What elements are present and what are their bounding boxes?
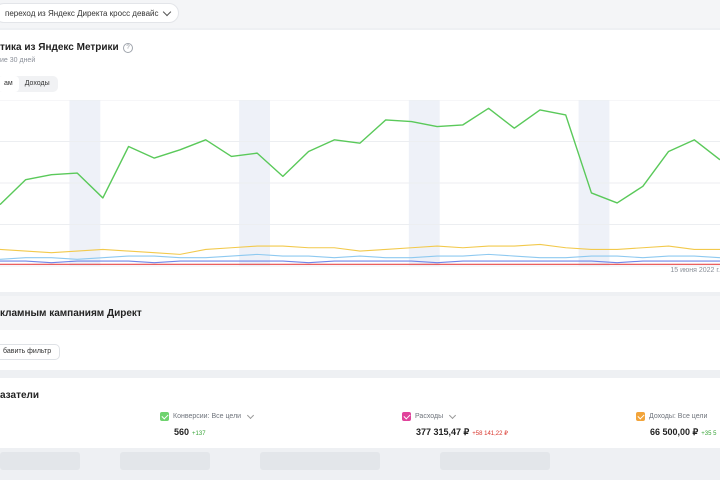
metrika-title: тика из Яндекс Метрики xyxy=(0,42,119,53)
chevron-down-icon xyxy=(162,7,171,16)
placeholder-block xyxy=(120,452,210,470)
kpi-value: 560 xyxy=(174,427,190,437)
checkbox-icon[interactable] xyxy=(636,411,645,421)
goal-selector[interactable]: переход из Яндекс Директа кросс девайс xyxy=(0,3,179,23)
metrika-tabs: ам Доходы xyxy=(0,76,58,92)
question-circle-icon[interactable]: ? xyxy=(123,43,133,53)
kpi-value: 377 315,47 ₽ xyxy=(416,427,470,437)
placeholder-block xyxy=(260,452,380,470)
filters-card: бавить фильтр xyxy=(0,330,720,370)
kpi-label: Доходы: Все цели xyxy=(649,413,708,420)
chevron-down-icon[interactable] xyxy=(449,411,457,419)
series-line-1 xyxy=(0,243,720,255)
kpi-value: 66 500,00 ₽ xyxy=(650,427,699,437)
checkbox-icon[interactable] xyxy=(160,411,169,421)
kpi-label: Расходы xyxy=(415,413,444,420)
chevron-down-icon[interactable] xyxy=(247,411,255,419)
series-line-3 xyxy=(0,260,720,264)
top-bar: переход из Яндекс Директа кросс девайс xyxy=(0,0,720,28)
kpi-delta: +58 141,22 ₽ xyxy=(472,431,508,437)
tab-first[interactable]: ам xyxy=(0,76,19,92)
checkbox-icon[interactable] xyxy=(402,411,411,421)
kpi-delta: +137 xyxy=(192,431,206,437)
kpi-label: Конверсии: Все цели xyxy=(173,413,242,420)
kpi-delta: +35 5 xyxy=(701,431,717,437)
series-line-2 xyxy=(0,253,720,260)
add-filter-button[interactable]: бавить фильтр xyxy=(0,344,61,360)
chart-date-label: 15 июня 2022 г. xyxy=(670,267,720,274)
campaigns-title: кламным кампаниям Директ xyxy=(0,308,142,319)
tab-revenue[interactable]: Доходы xyxy=(24,80,50,87)
metrika-line-chart xyxy=(0,100,720,267)
kpi-conversions: Конверсии: Все цели 560 +137 xyxy=(160,411,255,437)
kpi-expenses: Расходы 377 315,47 ₽ +58 141,22 ₽ xyxy=(402,411,508,438)
kpi-title: азатели xyxy=(0,390,40,401)
metrika-period: ие 30 дней xyxy=(0,57,36,64)
kpi-revenue: Доходы: Все цели 66 500,00 ₽ +35 5 xyxy=(636,411,717,438)
placeholder-block xyxy=(440,452,550,470)
goal-selector-label: переход из Яндекс Директа кросс девайс xyxy=(5,8,159,18)
campaigns-section-header: кламным кампаниям Директ xyxy=(0,296,720,330)
kpi-card: азатели Конверсии: Все цели 560 +137 Расх… xyxy=(0,378,720,448)
metrika-card: тика из Яндекс Метрики ? ие 30 дней ам Д… xyxy=(0,30,720,292)
placeholder-block xyxy=(0,452,80,470)
series-line-0 xyxy=(0,107,720,206)
